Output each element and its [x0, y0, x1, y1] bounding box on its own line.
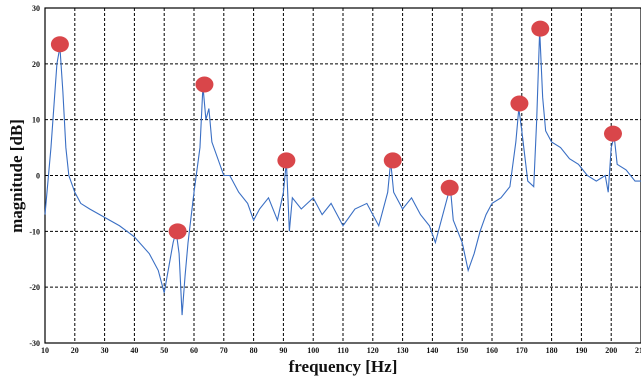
- y-tick-label: -20: [29, 283, 40, 292]
- y-tick-label: 20: [32, 60, 40, 69]
- x-tick-label: 110: [337, 346, 349, 355]
- x-tick-label: 160: [486, 346, 498, 355]
- x-tick-label: 90: [279, 346, 287, 355]
- x-tick-label: 80: [250, 346, 258, 355]
- y-tick-label: 10: [32, 116, 40, 125]
- x-tick-label: 140: [426, 346, 438, 355]
- x-tick-label: 210: [635, 346, 641, 355]
- x-tick-label: 60: [190, 346, 198, 355]
- y-tick-label: 0: [36, 172, 40, 181]
- peak-marker: [440, 179, 459, 196]
- x-tick-label: 200: [605, 346, 617, 355]
- peak-marker: [510, 95, 529, 112]
- x-tick-label: 130: [397, 346, 409, 355]
- peak-marker: [277, 152, 296, 169]
- x-tick-label: 120: [367, 346, 379, 355]
- x-tick-label: 30: [101, 346, 109, 355]
- plot-frame: [44, 7, 641, 344]
- x-tick-label: 180: [546, 346, 558, 355]
- x-tick-label: 150: [456, 346, 468, 355]
- x-tick-label: 190: [575, 346, 587, 355]
- y-tick-label: -10: [29, 227, 40, 236]
- x-tick-label: 170: [516, 346, 528, 355]
- peak-marker: [168, 223, 187, 240]
- y-axis-label: magnitude [dB]: [7, 119, 26, 233]
- peak-marker: [603, 125, 622, 142]
- x-tick-label: 40: [130, 346, 138, 355]
- peak-marker: [383, 152, 402, 169]
- x-axis-label: frequency [Hz]: [289, 357, 398, 376]
- x-tick-label: 20: [71, 346, 79, 355]
- y-tick-label: -30: [29, 339, 40, 348]
- peak-marker: [531, 20, 550, 37]
- x-tick-label: 10: [41, 346, 49, 355]
- peak-marker: [50, 36, 69, 53]
- y-tick-label: 30: [32, 4, 40, 13]
- line-series: [44, 30, 641, 316]
- x-tick-label: 100: [307, 346, 319, 355]
- x-tick-label: 70: [220, 346, 228, 355]
- peak-marker: [195, 76, 214, 93]
- x-tick-label: 50: [160, 346, 168, 355]
